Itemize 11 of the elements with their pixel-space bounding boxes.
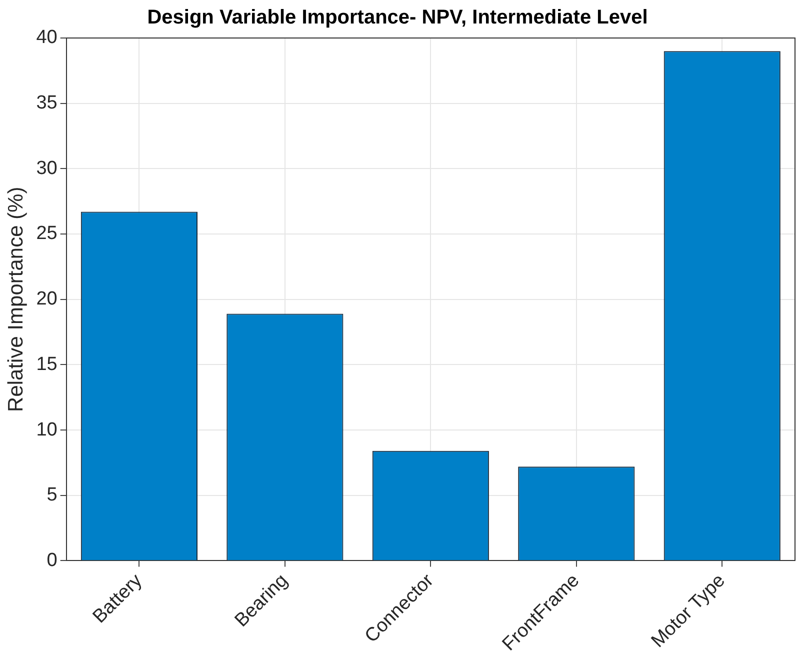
y-tick-label: 10 [36, 419, 58, 440]
y-tick-label: 25 [36, 223, 58, 244]
chart-title: Design Variable Importance- NPV, Intermediate Level [147, 6, 648, 29]
y-tick-label: 40 [36, 27, 58, 48]
y-tick-label: 0 [46, 550, 58, 571]
y-axis-title: Relative Importance (%) [4, 186, 28, 412]
y-tick-label: 20 [36, 288, 58, 310]
y-tick-label: 30 [36, 158, 58, 179]
y-tick-label: 15 [36, 354, 58, 375]
y-tick-label: 5 [46, 484, 58, 506]
y-tick-label: 35 [36, 92, 58, 114]
